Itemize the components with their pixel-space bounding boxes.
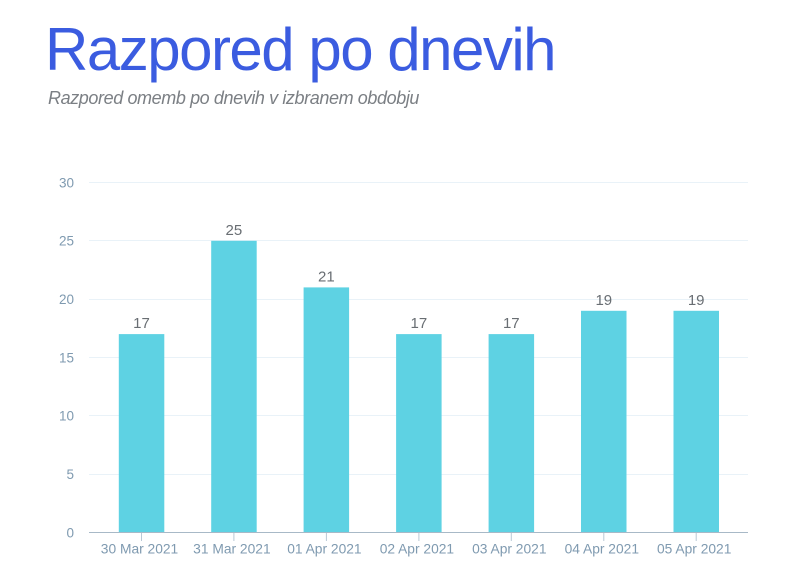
svg-text:17: 17 bbox=[503, 315, 520, 332]
svg-text:10: 10 bbox=[59, 409, 74, 424]
svg-text:15: 15 bbox=[59, 350, 74, 365]
svg-text:01 Apr 2021: 01 Apr 2021 bbox=[287, 542, 361, 557]
svg-text:04 Apr 2021: 04 Apr 2021 bbox=[565, 542, 639, 557]
svg-text:30: 30 bbox=[59, 175, 74, 190]
svg-text:05 Apr 2021: 05 Apr 2021 bbox=[657, 542, 731, 557]
svg-text:30 Mar 2021: 30 Mar 2021 bbox=[101, 542, 178, 557]
svg-text:31 Mar 2021: 31 Mar 2021 bbox=[193, 542, 270, 557]
svg-text:02 Apr 2021: 02 Apr 2021 bbox=[380, 542, 454, 557]
svg-text:17: 17 bbox=[411, 315, 428, 332]
svg-text:17: 17 bbox=[133, 315, 150, 332]
svg-text:25: 25 bbox=[226, 222, 243, 239]
svg-text:19: 19 bbox=[688, 292, 705, 309]
svg-text:21: 21 bbox=[318, 269, 335, 286]
svg-text:19: 19 bbox=[595, 292, 612, 309]
svg-text:03 Apr 2021: 03 Apr 2021 bbox=[472, 542, 546, 557]
svg-text:25: 25 bbox=[59, 234, 74, 249]
svg-text:20: 20 bbox=[59, 292, 74, 307]
svg-text:5: 5 bbox=[66, 467, 74, 482]
svg-text:0: 0 bbox=[66, 525, 74, 540]
